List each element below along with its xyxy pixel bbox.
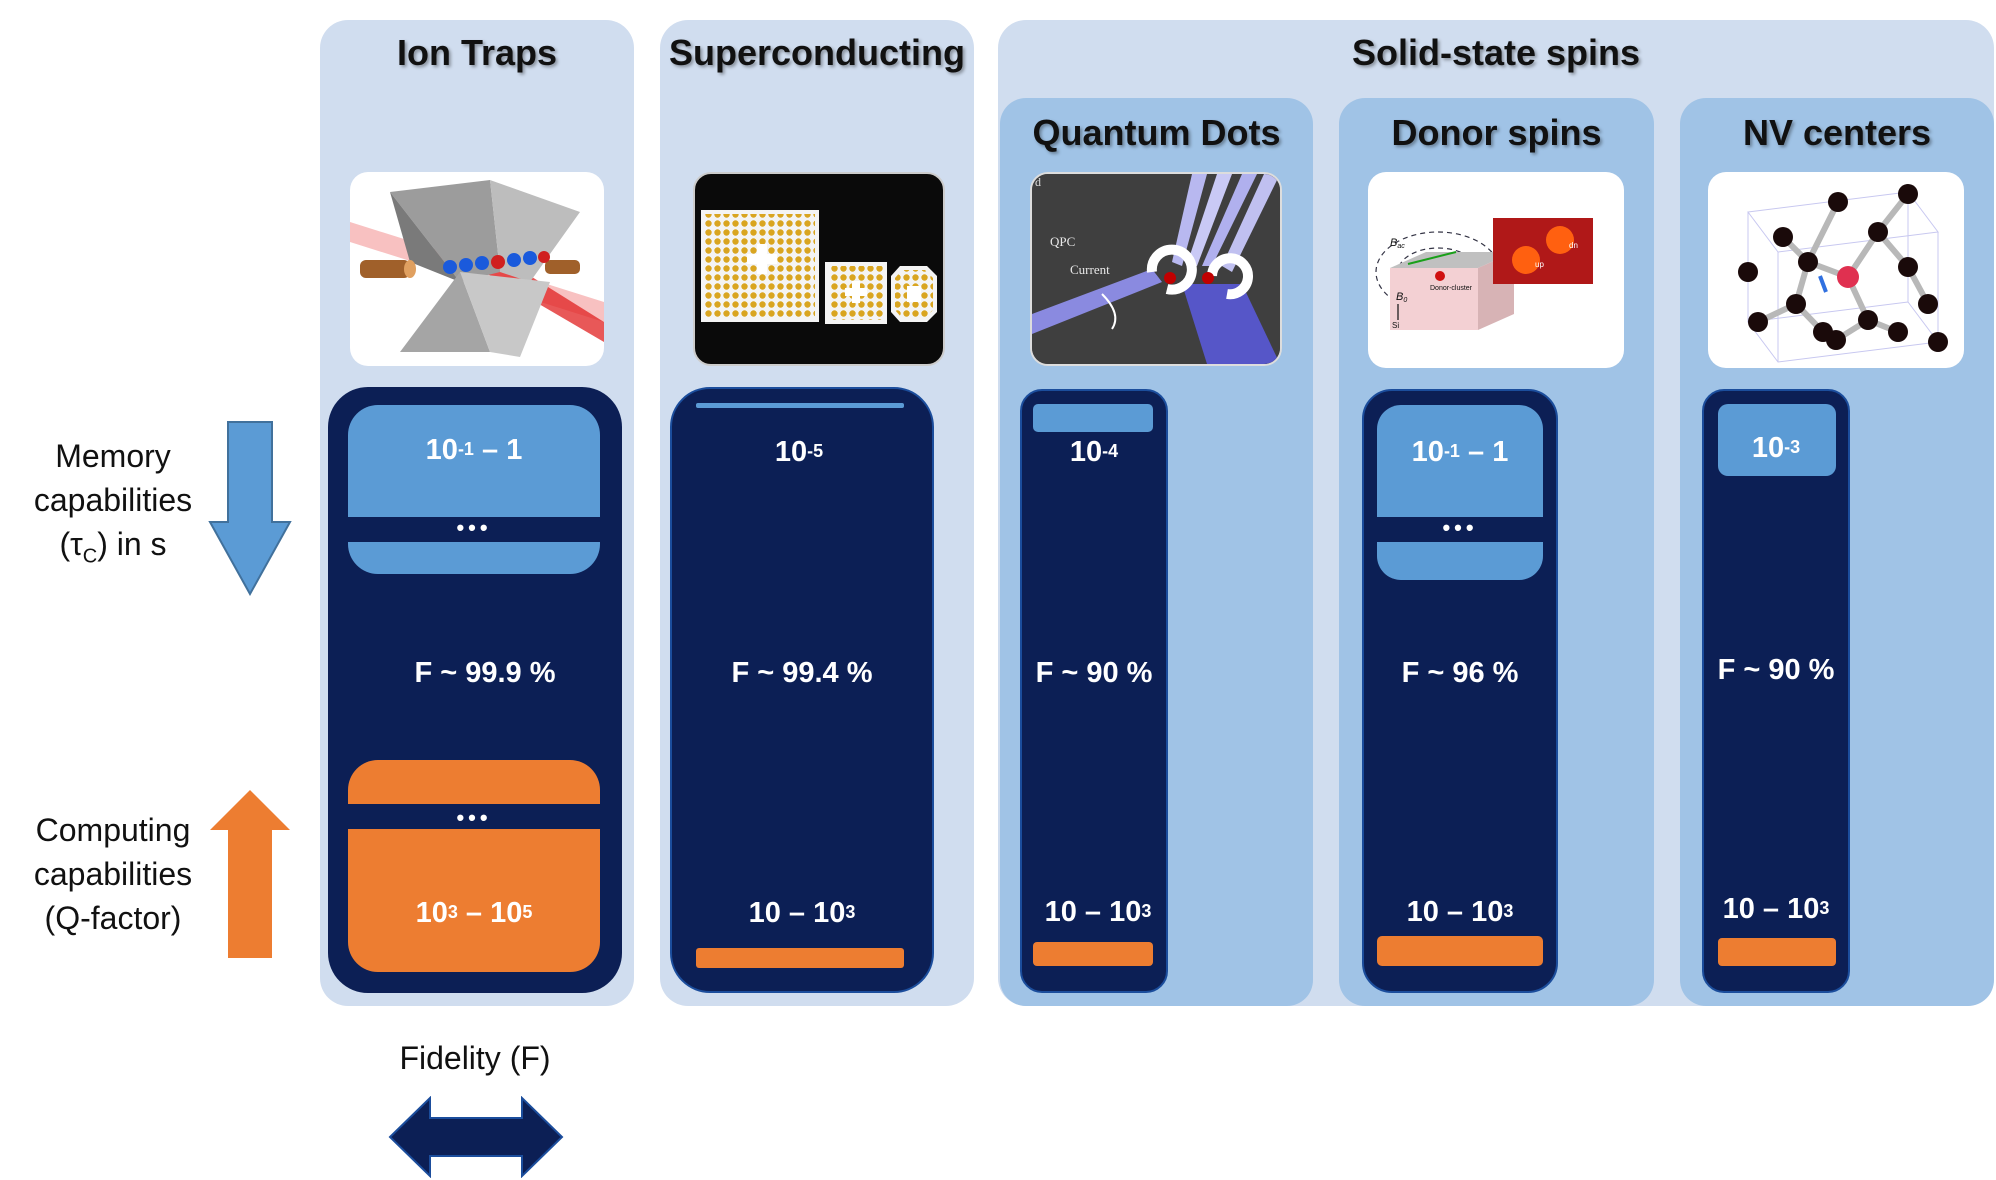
- ion-trap-image: [350, 172, 604, 366]
- quantum-dots-computing-value: 10 – 103: [1044, 896, 1152, 928]
- computing-capabilities-label: Computing capabilities (Q-factor): [33, 812, 193, 936]
- memory-capabilities-label: Memory capabilities (τC) in s: [33, 438, 193, 568]
- donor-spins-fidelity: F ~ 96 %: [1401, 657, 1519, 689]
- nv-centers-computing-block: [1718, 938, 1836, 966]
- donor-spins-memory-tail: [1377, 542, 1543, 580]
- donor-spins-memory-block: [1377, 405, 1543, 517]
- superconducting-bar: [670, 387, 934, 993]
- superconducting-memory-value: 10-5: [774, 436, 824, 468]
- quantum-dots-image: d QPC Current: [1030, 172, 1282, 366]
- nv-centers-memory-block: [1718, 404, 1836, 476]
- memory-down-arrow-icon: [208, 421, 292, 596]
- computing-up-arrow-icon: [210, 790, 290, 958]
- ion-traps-memory-tail: [348, 542, 600, 574]
- b-ac-label: Bac: [1390, 237, 1405, 250]
- quantum-dots-memory-value: 10-4: [1069, 436, 1119, 468]
- spin-down-label: dn: [1569, 241, 1578, 250]
- donor-spins-title: Donor spins: [1391, 112, 1602, 153]
- nv-centers-title: NV centers: [1742, 112, 1932, 153]
- quantum-dots-bar: [1020, 389, 1168, 993]
- superconducting-image: [693, 172, 945, 366]
- nv-centers-fidelity: F ~ 90 %: [1717, 654, 1835, 686]
- ion-traps-memory-ellipsis: •••: [456, 515, 492, 540]
- nv-centers-computing-value: 10 – 103: [1722, 893, 1830, 925]
- solid-state-spins-title: Solid-state spins: [1351, 32, 1641, 73]
- donor-spins-image: up dn Bac B0 Si Donor-cluster: [1368, 172, 1624, 368]
- donor-spins-memory-ellipsis: •••: [1442, 515, 1478, 540]
- ion-traps-title: Ion Traps: [396, 32, 558, 73]
- b-0-label: B0: [1396, 291, 1407, 304]
- fidelity-label: Fidelity (F): [399, 1040, 551, 1076]
- superconducting-fidelity: F ~ 99.4 %: [731, 657, 873, 689]
- ion-traps-computing-ellipsis: •••: [456, 805, 492, 830]
- nv-centers-bar: [1702, 389, 1850, 993]
- donor-spins-memory-value: 10-1 – 1: [1411, 436, 1509, 468]
- spin-up-label: up: [1535, 260, 1544, 269]
- quantum-dots-computing-block: [1033, 942, 1153, 966]
- nv-centers-image: [1708, 172, 1964, 368]
- quantum-dots-fidelity: F ~ 90 %: [1035, 657, 1153, 689]
- ion-traps-memory-block: [348, 405, 600, 517]
- quantum-dots-title: Quantum Dots: [1032, 112, 1281, 153]
- nv-centers-memory-value: 10-3: [1751, 432, 1801, 464]
- si-label: Si: [1392, 321, 1399, 330]
- qpc-label: QPC: [1050, 234, 1075, 249]
- ion-traps-computing-block: [348, 829, 600, 972]
- ion-traps-computing-top: [348, 760, 600, 804]
- superconducting-computing-block: [696, 948, 904, 968]
- fidelity-double-arrow-icon: [388, 1096, 564, 1178]
- superconducting-memory-block: [696, 403, 904, 408]
- quantum-dots-memory-block: [1033, 404, 1153, 432]
- panel-letter: d: [1035, 175, 1041, 189]
- donor-spins-computing-block: [1377, 936, 1543, 966]
- donor-cluster-label: Donor-cluster: [1430, 285, 1473, 292]
- superconducting-computing-value: 10 – 103: [748, 897, 856, 929]
- current-label: Current: [1070, 262, 1110, 277]
- superconducting-title: Superconducting: [669, 32, 965, 73]
- ion-traps-memory-value: 10-1 – 1: [425, 434, 523, 466]
- donor-spins-computing-value: 10 – 103: [1406, 896, 1514, 928]
- ion-traps-fidelity: F ~ 99.9 %: [414, 657, 556, 689]
- ion-traps-computing-value: 103 – 105: [415, 897, 533, 929]
